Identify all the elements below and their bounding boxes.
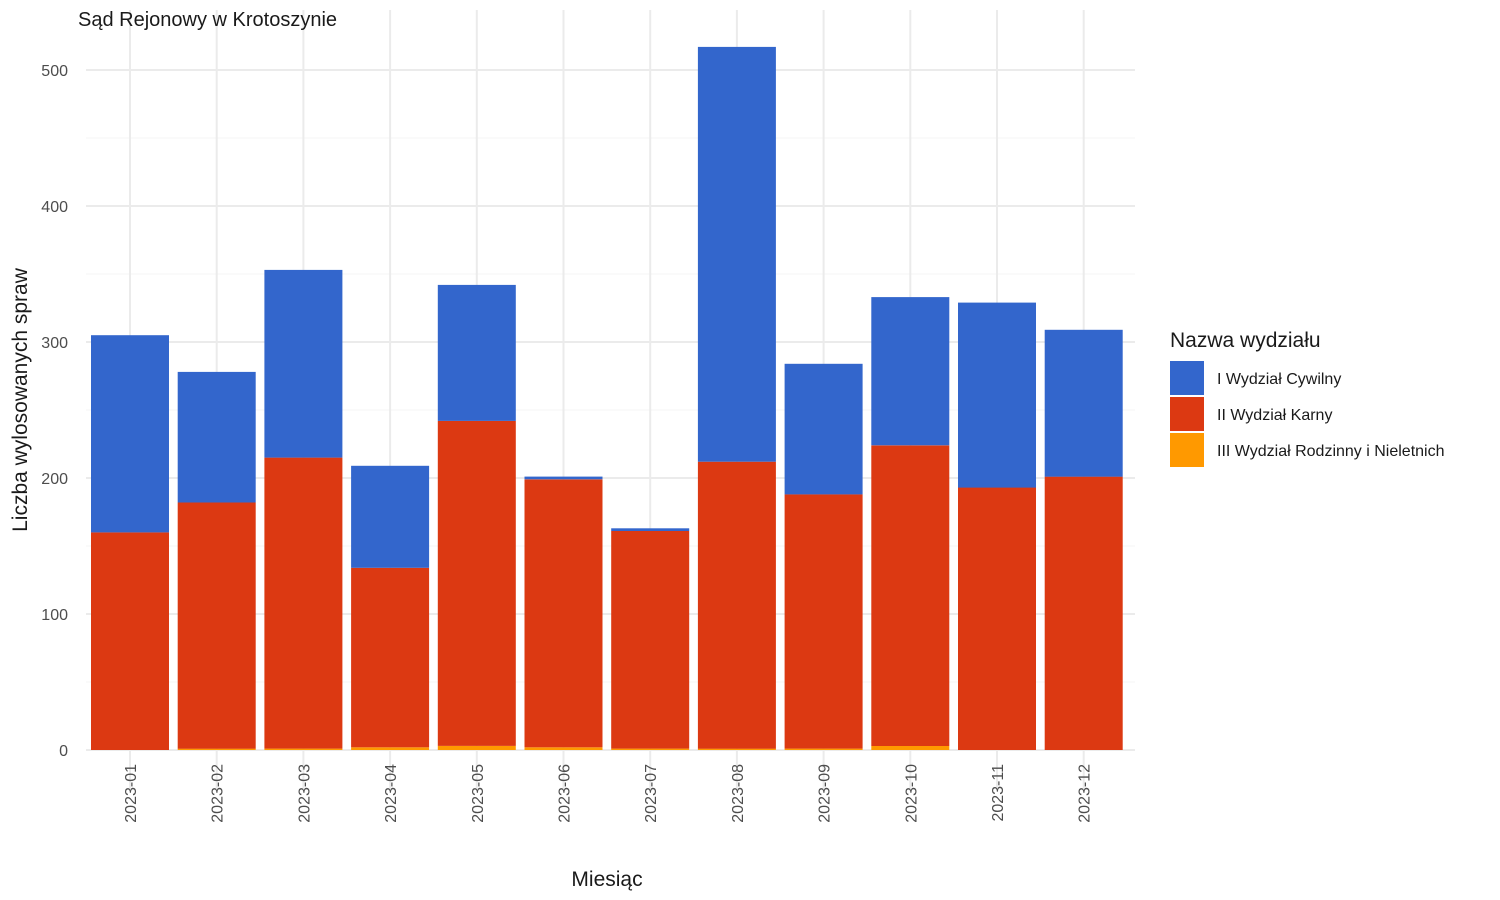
y-tick-label: 0 [59,743,68,760]
bar-segment-i-2023-06 [524,476,603,480]
bar-segment-iii-2023-05 [437,745,516,750]
bar-segment-ii-2023-05 [437,420,516,746]
y-tick-label: 500 [41,63,68,80]
bar-segment-i-2023-08 [697,46,776,462]
chart-title: Sąd Rejonowy w Krotoszynie [78,9,337,31]
bar-segment-ii-2023-04 [351,567,430,748]
y-tick-label: 400 [41,199,68,216]
bar-segment-iii-2023-08 [697,748,776,750]
bar-segment-i-2023-03 [264,269,343,458]
bar-segment-iii-2023-09 [784,748,863,750]
bar-segment-i-2023-09 [784,363,863,495]
legend-swatch [1170,397,1204,431]
x-tick-label: 2023-07 [643,764,660,823]
bar-segment-ii-2023-12 [1044,476,1123,750]
bar-segment-ii-2023-02 [177,502,256,749]
bar-segment-ii-2023-06 [524,479,603,748]
x-tick-label: 2023-02 [210,764,227,823]
bar-segment-i-2023-12 [1044,329,1123,477]
x-tick-label: 2023-10 [903,764,920,823]
y-axis-title: Liczba wylosowanych spraw [9,267,32,532]
legend-label: II Wydział Karny [1217,407,1332,424]
x-axis-title: Miesiąc [571,868,642,891]
bar-segment-ii-2023-11 [958,487,1036,750]
bar-segment-iii-2023-07 [611,748,690,750]
y-tick-label: 300 [41,335,68,352]
bar-segment-iii-2023-03 [264,748,343,750]
bar-segment-ii-2023-09 [784,494,863,749]
bar-segment-iii-2023-02 [177,748,256,750]
legend-items: I Wydział Cywilny II Wydział Karny III Wyd… [1170,361,1445,467]
x-tick-label: 2023-04 [383,764,400,823]
x-tick-label: 2023-05 [470,764,487,823]
x-tick-label: 2023-03 [296,764,313,823]
bar-segment-i-2023-07 [611,528,690,531]
bar-segment-ii-2023-03 [264,457,343,749]
bar-segment-i-2023-01 [91,335,169,533]
bars-layer [91,46,1123,750]
bar-segment-ii-2023-01 [91,532,169,750]
bar-segment-i-2023-11 [958,302,1036,488]
bar-segment-i-2023-10 [871,297,950,446]
legend-title: Nazwa wydziału [1170,329,1321,352]
y-tick-label: 200 [41,471,68,488]
legend-label: I Wydział Cywilny [1217,371,1341,388]
bar-segment-iii-2023-10 [871,745,950,750]
legend: Nazwa wydziału I Wydział Cywilny II Wydzi… [1170,329,1445,467]
bar-segment-i-2023-04 [351,465,430,568]
x-tick-label: 2023-09 [817,764,834,823]
bar-segment-iii-2023-06 [524,747,603,750]
x-tick-label: 2023-12 [1077,764,1094,823]
legend-swatch [1170,433,1204,467]
axis-layer: 0 100 200 300 400 500 2023-01 2023-02 2023-03 202… [41,63,1093,823]
legend-swatch [1170,361,1204,395]
x-tick-label: 2023-06 [557,764,574,823]
x-tick-label: 2023-08 [730,764,747,823]
bar-segment-ii-2023-07 [611,531,690,749]
bar-segment-ii-2023-08 [697,461,776,749]
legend-label: III Wydział Rodzinny i Nieletnich [1217,443,1445,460]
y-tick-label: 100 [41,607,68,624]
bar-segment-i-2023-02 [177,371,256,503]
x-tick-label: 2023-01 [123,764,140,823]
bar-segment-i-2023-05 [437,284,516,421]
bar-segment-iii-2023-04 [351,747,430,750]
bar-segment-ii-2023-10 [871,445,950,746]
x-tick-label: 2023-11 [990,764,1007,822]
